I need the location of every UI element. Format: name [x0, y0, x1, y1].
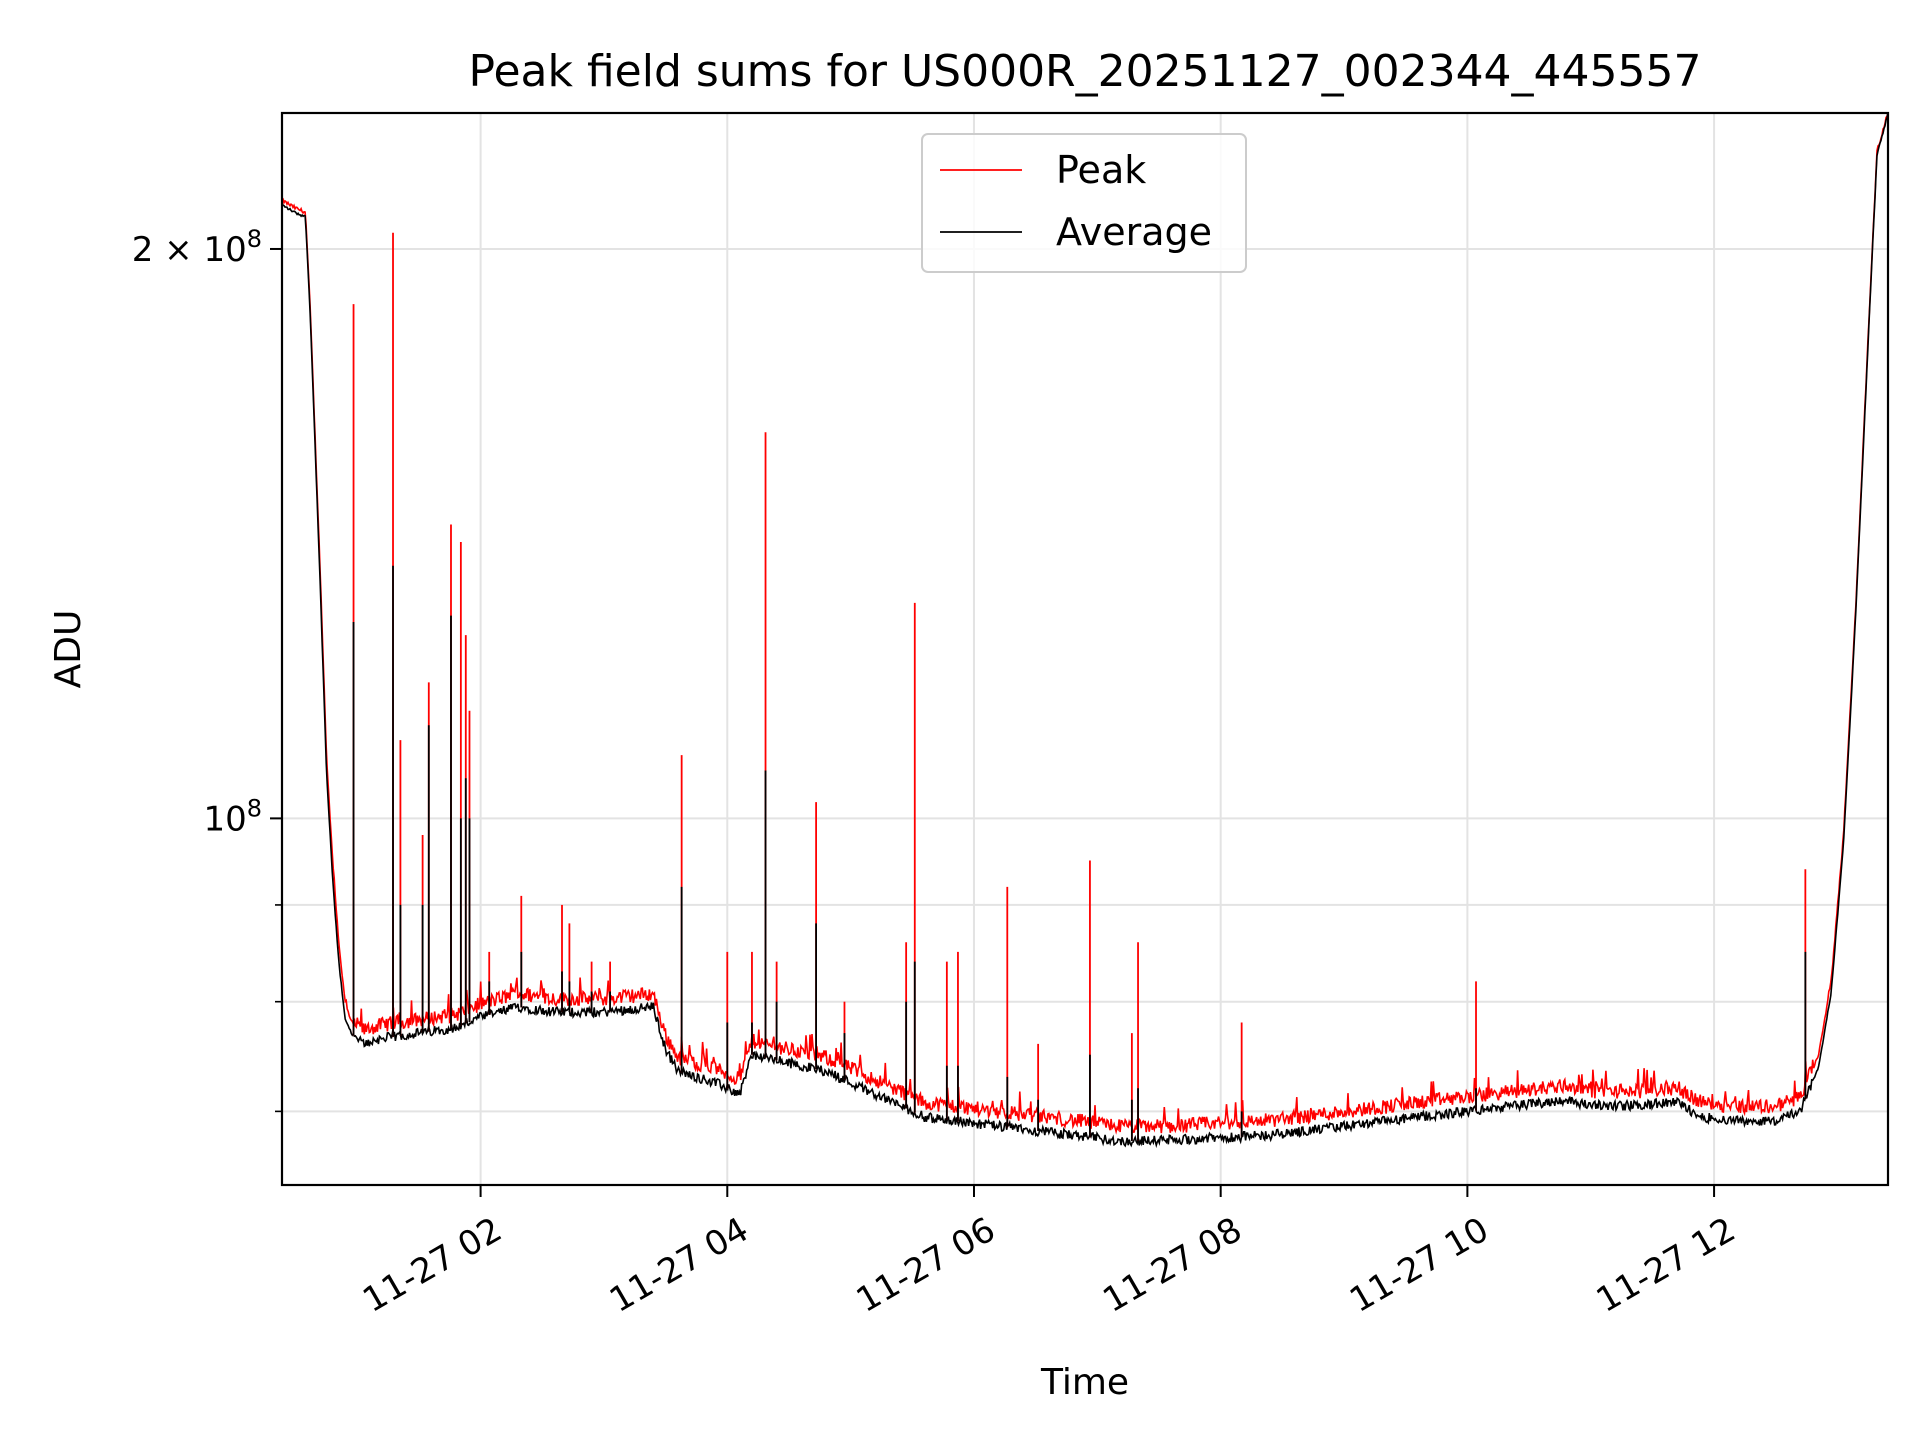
legend-box: [921, 133, 1247, 273]
y-axis-label: ADU: [48, 610, 89, 689]
y-tick-label-0: 108: [203, 794, 262, 839]
y-tick-label-1: 2 × 108: [132, 225, 262, 270]
legend-average-label: Average: [1056, 210, 1212, 254]
legend: Peak Average: [921, 133, 1247, 273]
plot-frame: [280, 111, 1890, 1187]
series-layer: [281, 112, 1889, 1149]
series-average-line: [281, 112, 1889, 1149]
legend-peak-label: Peak: [1056, 148, 1146, 192]
chart-title: Peak field sums for US000R_20251127_0023…: [468, 46, 1701, 97]
series-peak-line: [281, 112, 1889, 1135]
x-axis-label: Time: [1040, 1362, 1129, 1403]
